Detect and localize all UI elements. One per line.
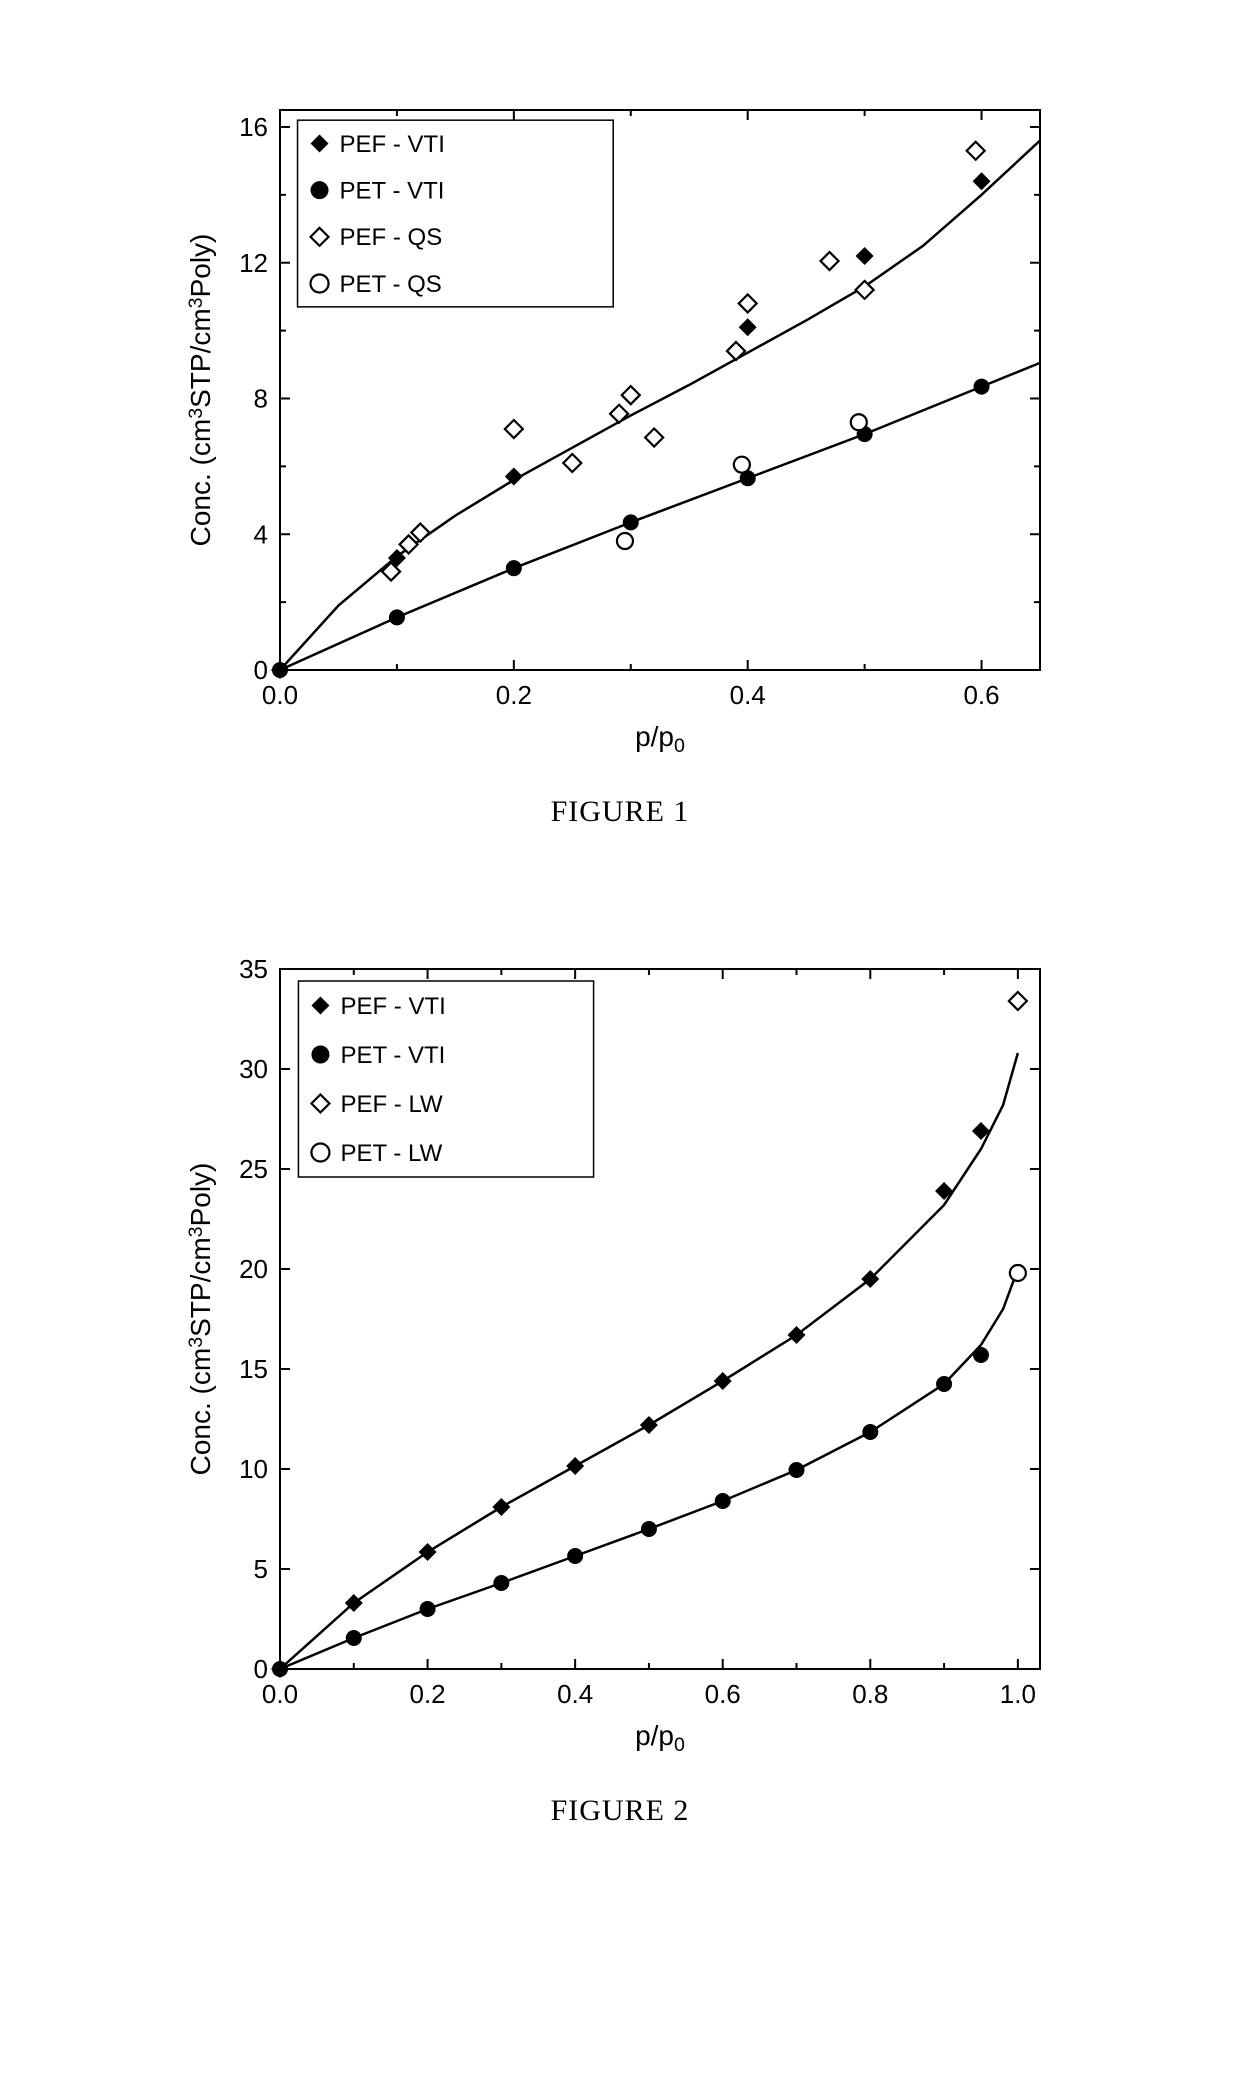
figure-1: 0.00.20.40.60481216p/p0Conc. (cm3STP/cm3… [160,90,1080,829]
svg-text:0: 0 [254,655,268,685]
svg-text:PEF - VTI: PEF - VTI [340,131,445,158]
svg-text:PEF - QS: PEF - QS [340,224,443,251]
svg-text:0.6: 0.6 [705,1679,741,1709]
svg-text:20: 20 [239,1254,268,1284]
svg-text:PET - VTI: PET - VTI [340,1042,445,1069]
svg-text:PET - VTI: PET - VTI [340,178,445,205]
svg-text:PET - QS: PET - QS [340,271,442,298]
svg-text:4: 4 [254,519,268,549]
svg-text:0.4: 0.4 [557,1679,593,1709]
svg-text:PET - LW: PET - LW [340,1140,442,1167]
figure-1-chart: 0.00.20.40.60481216p/p0Conc. (cm3STP/cm3… [160,90,1080,775]
svg-text:PEF - VTI: PEF - VTI [340,993,445,1020]
svg-text:PEF - LW: PEF - LW [340,1091,443,1118]
figure-2: 0.00.20.40.60.81.005101520253035p/p0Conc… [160,949,1080,1828]
svg-text:Conc. (cm3STP/cm3Poly): Conc. (cm3STP/cm3Poly) [185,234,216,547]
svg-text:Conc. (cm3STP/cm3Poly): Conc. (cm3STP/cm3Poly) [185,1163,216,1476]
svg-text:0: 0 [254,1654,268,1684]
svg-text:0.2: 0.2 [409,1679,445,1709]
svg-text:25: 25 [239,1154,268,1184]
svg-text:12: 12 [239,248,268,278]
svg-text:0.8: 0.8 [852,1679,888,1709]
svg-text:1.0: 1.0 [1000,1679,1036,1709]
svg-text:8: 8 [254,384,268,414]
svg-text:0.4: 0.4 [730,680,766,710]
figure-1-caption: FIGURE 1 [551,795,690,829]
svg-text:16: 16 [239,112,268,142]
figure-2-chart: 0.00.20.40.60.81.005101520253035p/p0Conc… [160,949,1080,1774]
svg-text:10: 10 [239,1454,268,1484]
svg-text:0.2: 0.2 [496,680,532,710]
figure-2-caption: FIGURE 2 [551,1794,690,1828]
svg-text:p/p0: p/p0 [635,721,685,757]
svg-text:30: 30 [239,1054,268,1084]
svg-text:p/p0: p/p0 [635,1720,685,1756]
svg-text:35: 35 [239,954,268,984]
svg-text:15: 15 [239,1354,268,1384]
svg-text:5: 5 [254,1554,268,1584]
svg-text:0.6: 0.6 [963,680,999,710]
